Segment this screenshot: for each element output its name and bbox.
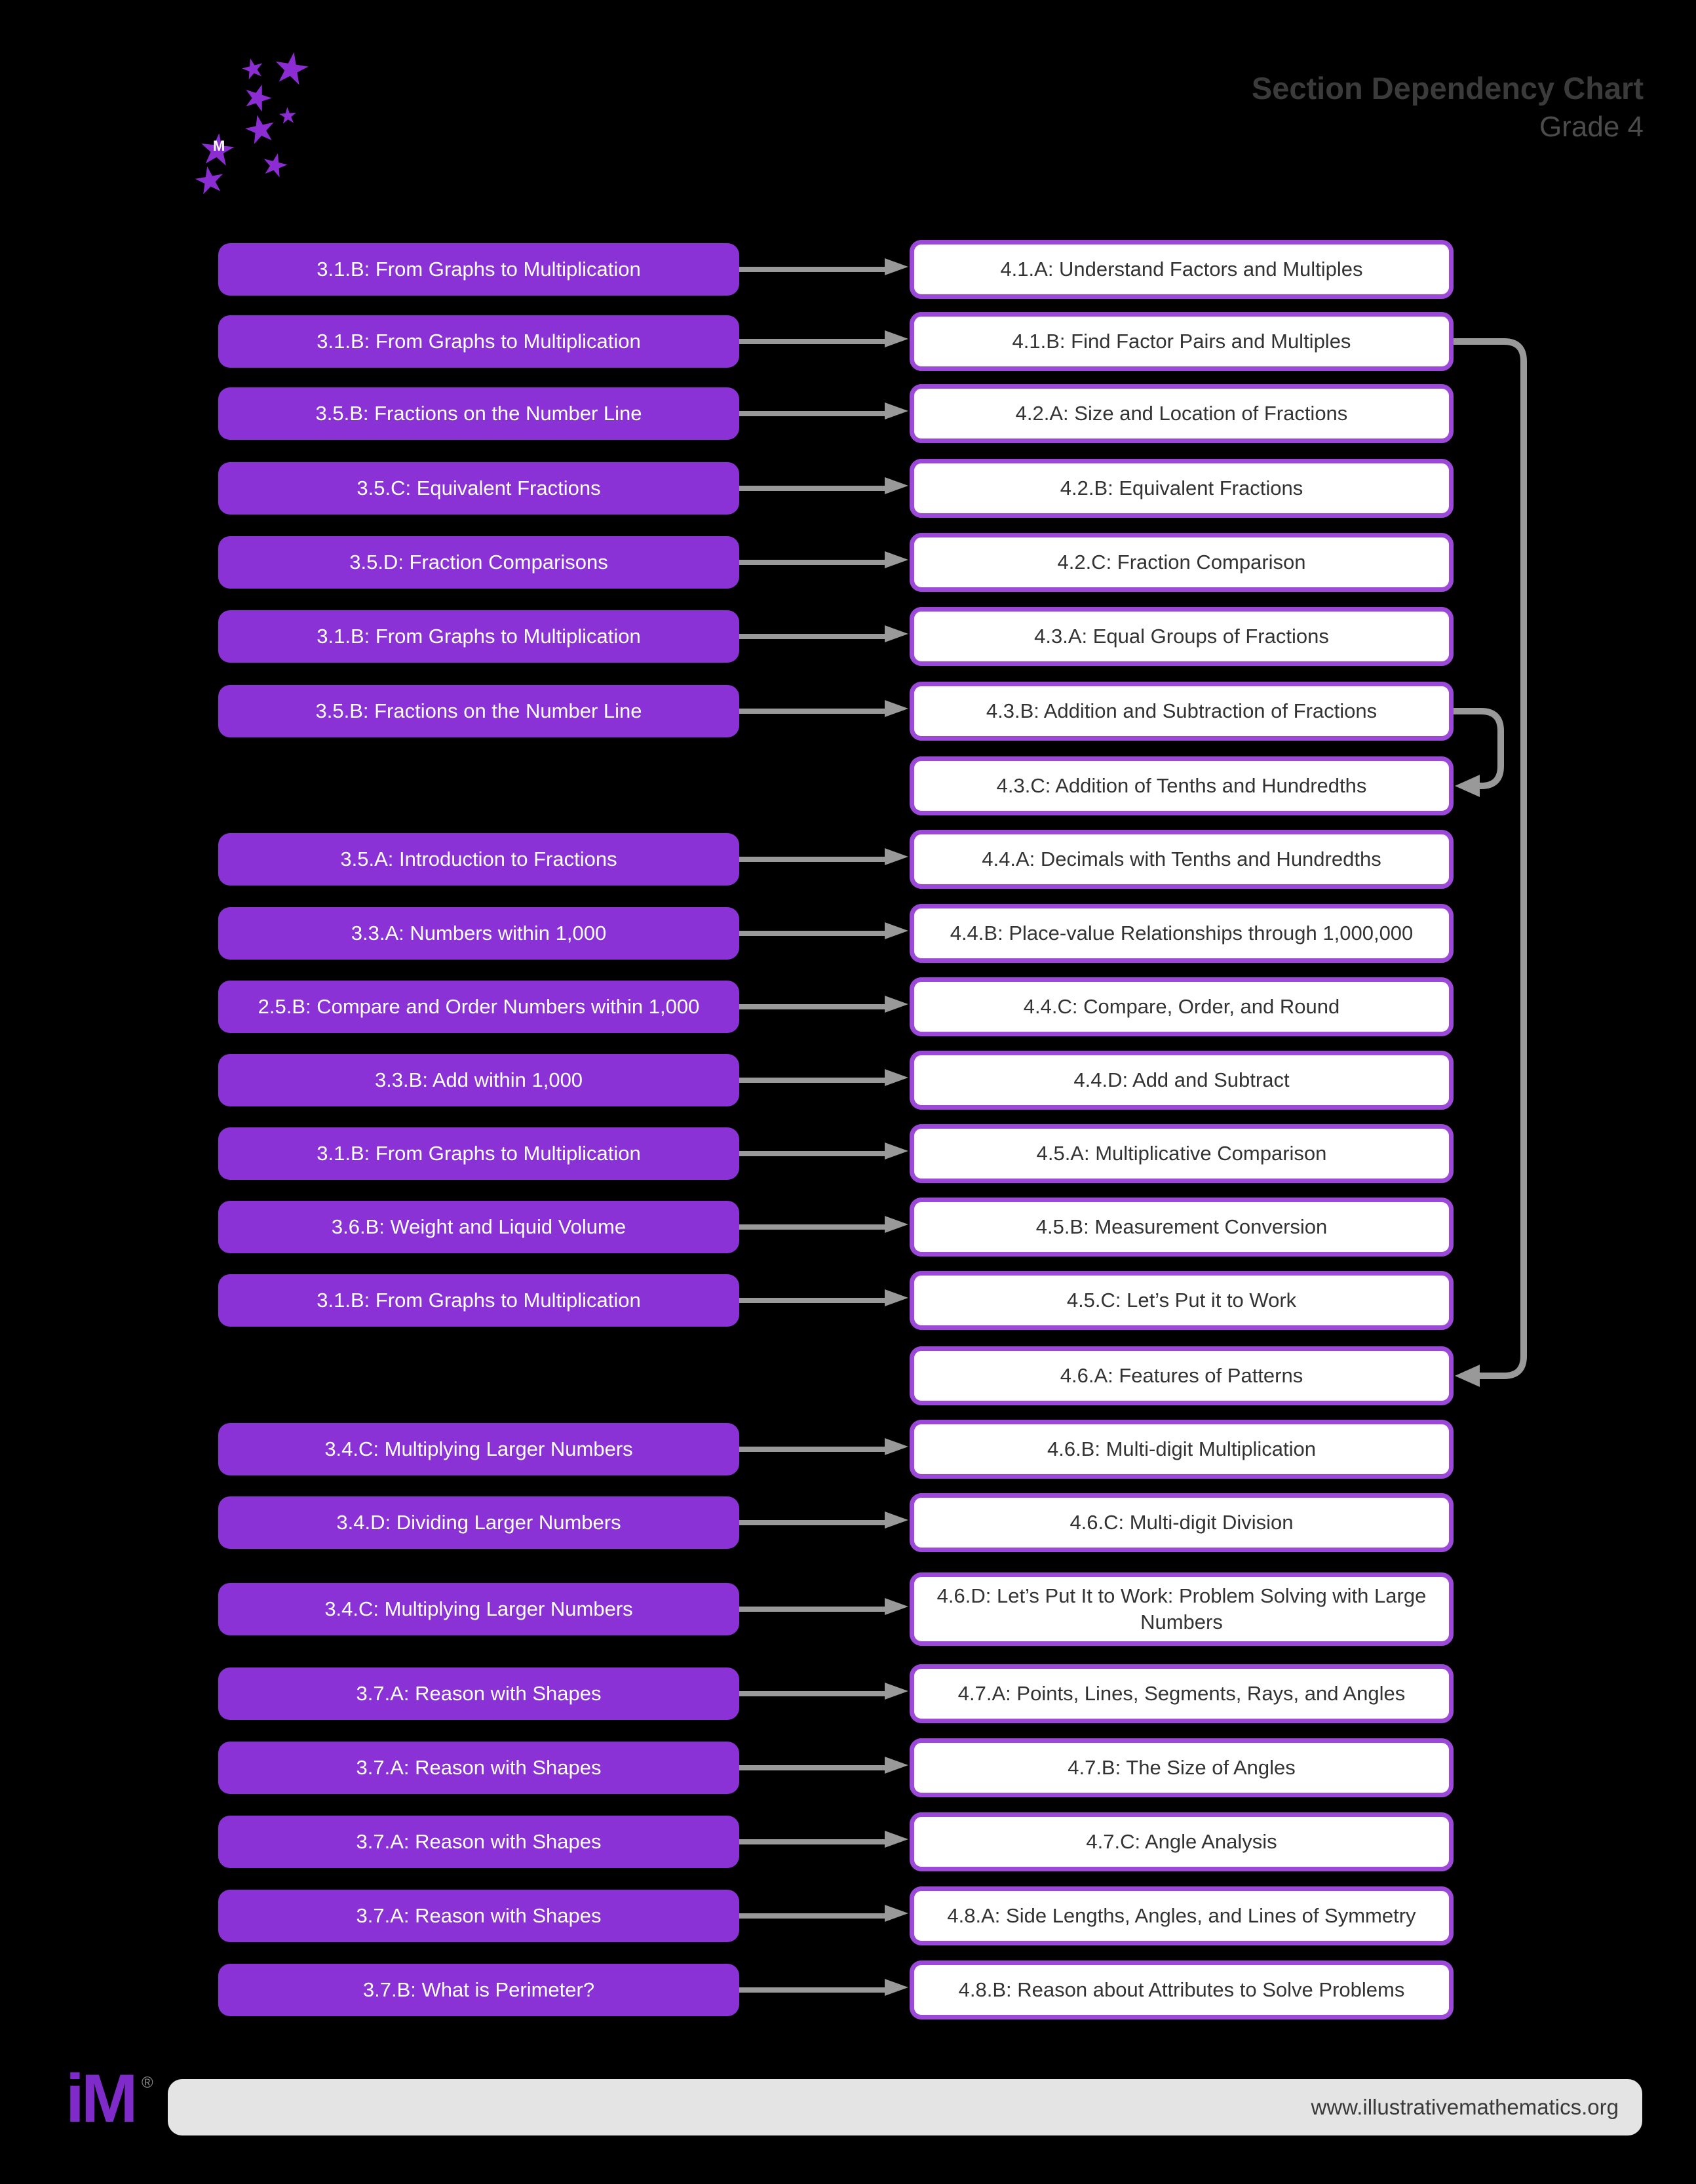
logo-m-mark: M	[213, 138, 225, 154]
grade3-section-box: 3.1.B: From Graphs to Multiplication	[218, 1127, 739, 1180]
star-icon: ★	[256, 144, 294, 187]
grade3-section-box: 3.7.A: Reason with Shapes	[218, 1816, 739, 1868]
grade4-section-box: 4.2.C: Fraction Comparison	[910, 533, 1454, 592]
grade4-section-box: 4.6.B: Multi-digit Multiplication	[910, 1420, 1454, 1479]
grade3-section-box: 3.5.A: Introduction to Fractions	[218, 833, 739, 886]
arrow-right-icon	[739, 1069, 908, 1086]
arrow-right-icon	[739, 1438, 908, 1455]
arrow-right-icon	[739, 996, 908, 1013]
page-subtitle: Grade 4	[1539, 110, 1644, 143]
grade4-section-box: 4.6.C: Multi-digit Division	[910, 1493, 1454, 1552]
arrow-right-icon	[739, 551, 908, 568]
arrow-right-icon	[739, 1757, 908, 1774]
star-icon: ★	[239, 104, 282, 155]
grade3-section-box: 3.3.A: Numbers within 1,000	[218, 907, 739, 960]
grade4-section-box: 4.6.A: Features of Patterns	[910, 1346, 1454, 1405]
im-logo: iM	[66, 2061, 138, 2137]
route-41B-to-46A	[1454, 338, 1527, 1379]
arrow-right-icon	[739, 1831, 908, 1848]
grade3-section-box: 3.1.B: From Graphs to Multiplication	[218, 315, 739, 368]
grade3-section-box: 3.7.A: Reason with Shapes	[218, 1742, 739, 1794]
arrow-right-icon	[739, 330, 908, 347]
grade4-section-box: 4.4.C: Compare, Order, and Round	[910, 977, 1454, 1036]
grade4-section-box: 4.6.D: Let’s Put It to Work: Problem Sol…	[910, 1572, 1454, 1646]
grade4-section-box: 4.4.A: Decimals with Tenths and Hundredt…	[910, 830, 1454, 889]
grade3-section-box: 3.7.A: Reason with Shapes	[218, 1667, 739, 1720]
grade4-section-box: 4.7.C: Angle Analysis	[910, 1812, 1454, 1871]
grade3-section-box: 3.6.B: Weight and Liquid Volume	[218, 1201, 739, 1253]
grade3-section-box: 3.5.B: Fractions on the Number Line	[218, 387, 739, 440]
arrow-right-icon	[739, 1511, 908, 1529]
grade3-section-box: 3.4.D: Dividing Larger Numbers	[218, 1496, 739, 1549]
grade4-section-box: 4.1.A: Understand Factors and Multiples	[910, 240, 1454, 299]
arrow-right-icon	[739, 922, 908, 939]
grade4-section-box: 4.8.B: Reason about Attributes to Solve …	[910, 1960, 1454, 2019]
grade4-section-box: 4.7.A: Points, Lines, Segments, Rays, an…	[910, 1664, 1454, 1723]
arrow-right-icon	[739, 477, 908, 494]
grade4-section-box: 4.4.B: Place-value Relationships through…	[910, 904, 1454, 963]
grade4-section-box: 4.3.A: Equal Groups of Fractions	[910, 607, 1454, 666]
star-icon: ★	[189, 157, 230, 205]
grade4-section-box: 4.5.C: Let’s Put it to Work	[910, 1271, 1454, 1330]
footer-bar: www.illustrativemathematics.org	[168, 2079, 1642, 2135]
page-title: Section Dependency Chart	[1251, 71, 1644, 106]
route-arrowhead-icon	[1455, 775, 1480, 797]
arrow-right-icon	[739, 402, 908, 419]
grade4-section-box: 4.5.B: Measurement Conversion	[910, 1198, 1454, 1257]
route-arrowhead-icon	[1455, 1365, 1480, 1387]
grade3-section-box: 2.5.B: Compare and Order Numbers within …	[218, 981, 739, 1033]
arrow-right-icon	[739, 1142, 908, 1160]
arrow-right-icon	[739, 1216, 908, 1233]
arrow-right-icon	[739, 848, 908, 865]
grade3-section-box: 3.7.A: Reason with Shapes	[218, 1890, 739, 1942]
grade4-section-box: 4.3.B: Addition and Subtraction of Fract…	[910, 682, 1454, 741]
arrow-right-icon	[739, 1598, 908, 1615]
arrow-right-icon	[739, 1979, 908, 1996]
grade4-section-box: 4.4.D: Add and Subtract	[910, 1051, 1454, 1110]
grade3-section-box: 3.4.C: Multiplying Larger Numbers	[218, 1583, 739, 1635]
arrow-right-icon	[739, 625, 908, 642]
arrow-right-icon	[739, 258, 908, 275]
grade3-section-box: 3.1.B: From Graphs to Multiplication	[218, 1274, 739, 1327]
grade3-section-box: 3.5.D: Fraction Comparisons	[218, 536, 739, 589]
grade4-section-box: 4.7.B: The Size of Angles	[910, 1738, 1454, 1797]
grade3-section-box: 3.5.B: Fractions on the Number Line	[218, 685, 739, 737]
grade3-section-box: 3.1.B: From Graphs to Multiplication	[218, 243, 739, 296]
arrow-right-icon	[739, 1289, 908, 1306]
grade3-section-box: 3.3.B: Add within 1,000	[218, 1054, 739, 1106]
arrow-right-icon	[739, 1683, 908, 1700]
grade3-section-box: 3.1.B: From Graphs to Multiplication	[218, 610, 739, 663]
grade4-section-box: 4.2.B: Equivalent Fractions	[910, 459, 1454, 518]
grade4-section-box: 4.3.C: Addition of Tenths and Hundredths	[910, 756, 1454, 815]
grade3-section-box: 3.4.C: Multiplying Larger Numbers	[218, 1423, 739, 1475]
header: Section Dependency Chart Grade 4	[1252, 69, 1644, 146]
grade4-section-box: 4.5.A: Multiplicative Comparison	[910, 1124, 1454, 1183]
grade3-section-box: 3.5.C: Equivalent Fractions	[218, 462, 739, 515]
star-icon: ★	[277, 102, 299, 130]
grade3-section-box: 3.7.B: What is Perimeter?	[218, 1964, 739, 2016]
registered-mark-icon: ®	[142, 2074, 153, 2092]
grade4-section-box: 4.8.A: Side Lengths, Angles, and Lines o…	[910, 1886, 1454, 1945]
grade4-section-box: 4.2.A: Size and Location of Fractions	[910, 384, 1454, 443]
footer-url: www.illustrativemathematics.org	[1311, 2095, 1619, 2119]
arrow-right-icon	[739, 1905, 908, 1922]
arrow-right-icon	[739, 700, 908, 717]
grade4-section-box: 4.1.B: Find Factor Pairs and Multiples	[910, 312, 1454, 371]
route-43B-to-43C	[1454, 708, 1504, 789]
